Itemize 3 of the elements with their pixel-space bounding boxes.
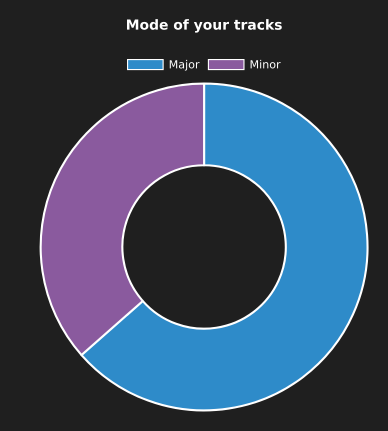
legend-label: Minor bbox=[250, 60, 281, 68]
chart-title: Mode of your tracks bbox=[126, 19, 282, 33]
legend-label: Major bbox=[170, 60, 200, 71]
